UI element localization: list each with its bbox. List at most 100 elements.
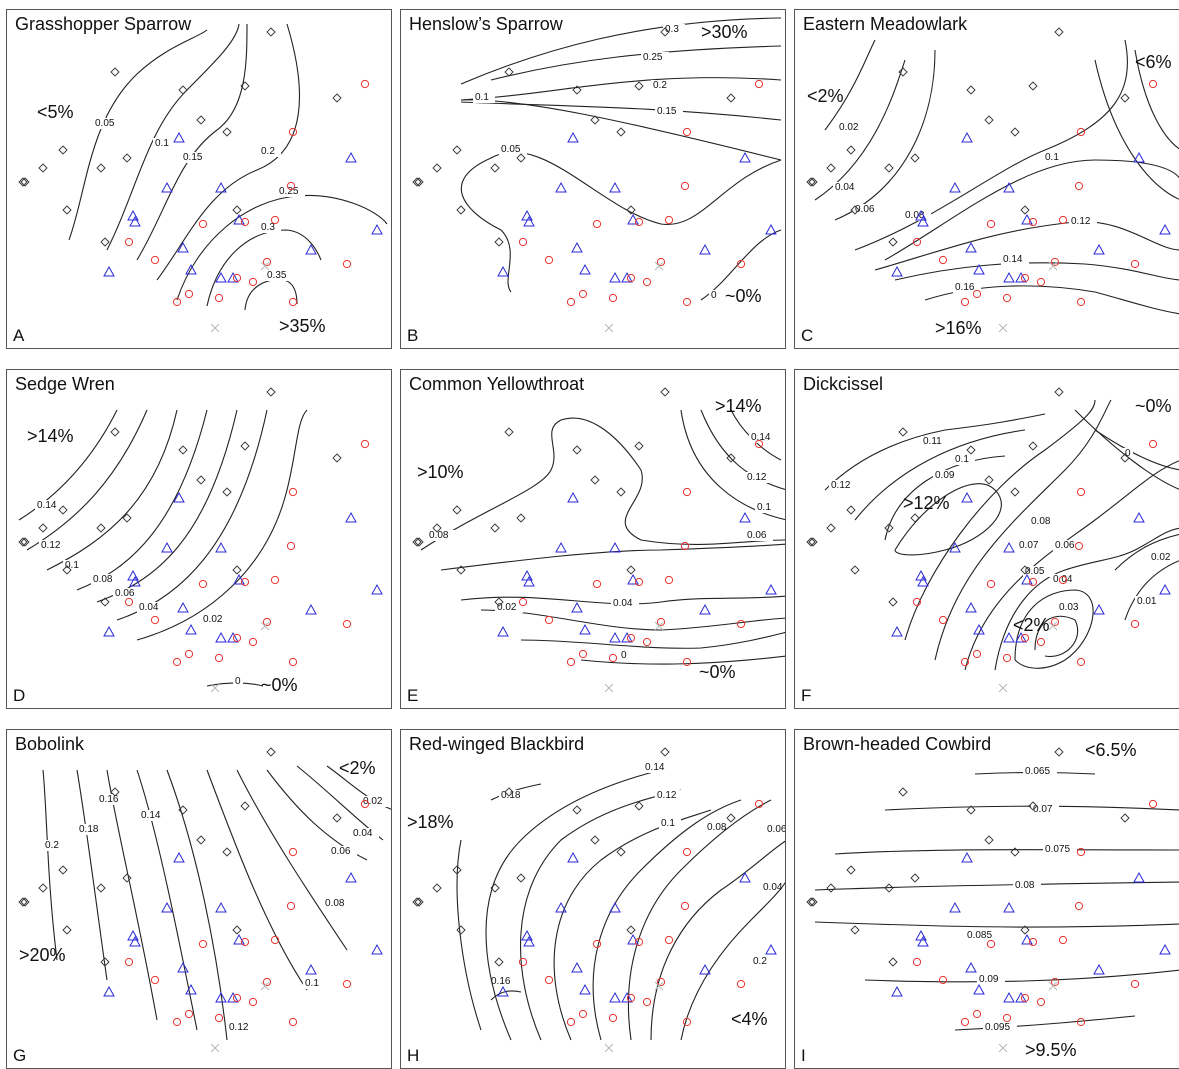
region-label: >14% — [715, 396, 762, 416]
contour-level-label: 0.06 — [115, 588, 135, 599]
contour-line — [934, 399, 1112, 661]
triangle-marker — [1003, 631, 1015, 643]
contour-level-label: 0.15 — [183, 152, 203, 163]
contour-level-label: 0.1 — [475, 92, 489, 103]
diamond-marker — [634, 801, 644, 811]
diamond-marker — [456, 565, 466, 575]
contour-level-label: 0 — [1125, 448, 1131, 459]
contour-level-label: 0.04 — [763, 882, 783, 893]
circle-marker — [1076, 847, 1086, 857]
diamond-marker — [888, 237, 898, 247]
contour-label-bg — [833, 182, 861, 193]
region-label: <2% — [807, 86, 844, 106]
diamond-marker — [96, 883, 106, 893]
diamond-marker — [888, 957, 898, 967]
diamond-marker — [494, 597, 504, 607]
diamond-marker — [572, 85, 582, 95]
contour-level-label: 0.05 — [501, 144, 521, 155]
contour-level-label: 0.02 — [497, 602, 517, 613]
contour-level-label: 0.1 — [305, 978, 319, 989]
circle-marker — [150, 615, 160, 625]
diamond-marker — [494, 957, 504, 967]
circle-marker — [184, 649, 194, 659]
contour-level-label: 0.07 — [1033, 804, 1053, 815]
triangle-marker — [567, 131, 579, 143]
circle-marker — [736, 259, 746, 269]
circle-marker — [754, 799, 764, 809]
circle-marker — [1028, 937, 1038, 947]
diamond-marker — [846, 505, 856, 515]
contour-label-bg — [705, 822, 733, 833]
panel-g: 0.2 0.18 0.16 0.14 0.12 0.1 0.08 0.06 0.04 0.02 B… — [6, 729, 392, 1069]
circle-marker — [664, 215, 674, 225]
triangle-marker — [555, 901, 567, 913]
triangle-marker — [699, 603, 711, 615]
contour-label-bg — [751, 956, 773, 967]
circle-marker — [682, 127, 692, 137]
contour-label-bg — [351, 828, 379, 839]
contour-label-bg — [233, 676, 243, 687]
circle-marker — [634, 217, 644, 227]
circle-marker — [286, 541, 296, 551]
contour-line — [994, 527, 1179, 671]
diamond-marker — [432, 163, 442, 173]
diamond-marker — [910, 513, 920, 523]
contour-label-bg — [39, 540, 67, 551]
circle-marker — [656, 617, 666, 627]
circle-marker — [288, 847, 298, 857]
contour-level-label: 0.04 — [1053, 574, 1073, 585]
triangle-marker — [233, 933, 245, 945]
triangle-marker — [1093, 243, 1105, 255]
circle-marker — [288, 487, 298, 497]
triangle-marker — [103, 625, 115, 637]
circle-marker — [544, 975, 554, 985]
diamond-marker — [38, 883, 48, 893]
diamond-marker — [910, 153, 920, 163]
contour-line — [874, 221, 1179, 271]
cross-marker — [1048, 981, 1058, 991]
contour-line — [456, 839, 482, 1031]
circle-marker — [1058, 575, 1068, 585]
panel-d-plot: 0.14 0.12 0.1 0.080.06 0.04 0.02 0 — [18, 387, 383, 693]
diamond-marker — [660, 387, 670, 397]
contour-level-label: 0.1 — [757, 502, 771, 513]
triangle-marker — [1093, 603, 1105, 615]
contour-line — [700, 409, 785, 490]
diamond-marker — [58, 865, 68, 875]
diamond-marker — [456, 925, 466, 935]
triangle-marker — [609, 181, 621, 193]
contour-line — [519, 789, 682, 1041]
region-label: >10% — [417, 462, 464, 482]
contour-level-label: 0.35 — [267, 270, 287, 281]
circle-marker — [248, 277, 258, 287]
circle-marker — [124, 957, 134, 967]
circle-marker — [1074, 541, 1084, 551]
diamond-marker — [110, 427, 120, 437]
diamond-marker — [572, 805, 582, 815]
contour-level-label: 0.05 — [1025, 566, 1045, 577]
contour-line — [553, 809, 712, 1041]
triangle-marker — [891, 625, 903, 637]
triangle-marker — [215, 901, 227, 913]
cross-marker — [260, 621, 270, 631]
diamond-marker — [626, 925, 636, 935]
contour-label-bg — [1069, 216, 1097, 227]
diamond-marker — [62, 925, 72, 935]
diamond-marker — [826, 523, 836, 533]
triangle-marker — [103, 985, 115, 997]
circle-marker — [1050, 617, 1060, 627]
contour-level-label: 0.08 — [93, 574, 113, 585]
triangle-marker — [161, 901, 173, 913]
contour-label-bg — [643, 762, 671, 773]
contour-level-label: 0.02 — [1151, 552, 1171, 563]
contour-level-label: 0.08 — [1031, 516, 1051, 527]
contour-label-bg — [277, 186, 305, 197]
contour-label-bg — [837, 122, 865, 133]
triangle-marker — [521, 929, 533, 941]
region-label: >18% — [407, 812, 454, 832]
diamond-marker — [100, 237, 110, 247]
circle-marker — [682, 487, 692, 497]
circle-marker — [288, 1017, 298, 1027]
contour-label-bg — [323, 898, 351, 909]
panel-a-plot: 0.05 0.1 0.15 0.2 0.25 0.3 0.35 — [18, 23, 388, 333]
